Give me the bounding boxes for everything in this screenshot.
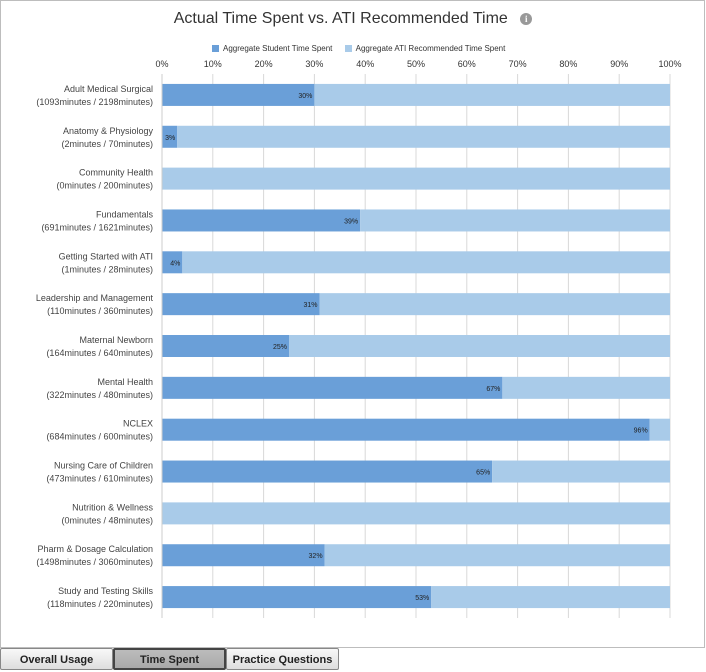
data-label: 30% bbox=[298, 93, 312, 100]
x-tick-label: 30% bbox=[305, 59, 323, 69]
category-label: Fundamentals bbox=[96, 209, 154, 219]
bar-recommended-time bbox=[360, 209, 670, 232]
legend-swatch-student bbox=[212, 45, 219, 52]
category-detail-label: (110minutes / 360minutes) bbox=[47, 306, 153, 316]
data-label: 39% bbox=[344, 218, 358, 225]
category-detail-label: (691minutes / 1621minutes) bbox=[41, 222, 153, 232]
info-icon[interactable]: i bbox=[520, 13, 533, 25]
category-detail-label: (2minutes / 70minutes) bbox=[61, 139, 153, 149]
tab-bar: Overall Usage Time Spent Practice Questi… bbox=[0, 648, 706, 672]
bar-recommended-time bbox=[502, 376, 670, 399]
x-tick-label: 100% bbox=[658, 59, 681, 69]
legend-item-student[interactable]: Aggregate Student Time Spent bbox=[212, 44, 332, 53]
category-detail-label: (0minutes / 200minutes) bbox=[56, 181, 153, 191]
bar-recommended-time bbox=[314, 83, 670, 106]
category-label: Anatomy & Physiology bbox=[63, 126, 154, 136]
bar-recommended-time bbox=[182, 251, 670, 274]
x-tick-label: 0% bbox=[155, 59, 168, 69]
x-tick-label: 90% bbox=[610, 59, 628, 69]
x-tick-label: 80% bbox=[559, 59, 577, 69]
bar-student-time bbox=[162, 335, 289, 357]
bar-student-time bbox=[162, 251, 183, 274]
category-label: Getting Started with ATI bbox=[59, 251, 153, 261]
category-label: Study and Testing Skills bbox=[58, 586, 153, 596]
data-label: 3% bbox=[165, 135, 175, 142]
bar-student-time bbox=[162, 460, 493, 483]
bar-student-time bbox=[162, 293, 320, 316]
category-detail-label: (0minutes / 48minutes) bbox=[61, 515, 153, 525]
tab-practice-questions[interactable]: Practice Questions bbox=[226, 648, 339, 670]
bar-recommended-time bbox=[289, 335, 670, 357]
bar-student-time bbox=[162, 376, 503, 399]
tab-time-spent[interactable]: Time Spent bbox=[113, 648, 226, 670]
category-label: Maternal Newborn bbox=[79, 335, 153, 345]
bar-student-time bbox=[162, 586, 432, 609]
bar-student-time bbox=[162, 418, 650, 441]
category-label: Community Health bbox=[79, 168, 153, 178]
category-detail-label: (473minutes / 610minutes) bbox=[46, 474, 153, 484]
legend-item-recommended[interactable]: Aggregate ATI Recommended Time Spent bbox=[344, 44, 506, 53]
x-tick-label: 70% bbox=[509, 59, 527, 69]
chart-legend: Aggregate Student Time Spent Aggregate A… bbox=[212, 44, 515, 53]
category-detail-label: (118minutes / 220minutes) bbox=[47, 599, 153, 609]
chart-title: Actual Time Spent vs. ATI Recommended Ti… bbox=[173, 10, 508, 27]
data-label: 31% bbox=[303, 302, 317, 309]
category-detail-label: (1498minutes / 3060minutes) bbox=[36, 557, 153, 567]
bar-recommended-time bbox=[162, 167, 670, 190]
bar-recommended-time bbox=[319, 293, 670, 316]
bar-chart: 0% 10% 20% 30% 40% 50% 60% 70% 80% 90% 100% 30% Adul… bbox=[36, 59, 682, 618]
x-tick-label: 50% bbox=[407, 59, 425, 69]
chart-title-row: Actual Time Spent vs. ATI Recommended Ti… bbox=[0, 10, 706, 28]
bar-recommended-time bbox=[177, 125, 671, 148]
data-label: 25% bbox=[273, 344, 287, 351]
x-tick-label: 60% bbox=[458, 59, 476, 69]
chart-panel bbox=[0, 0, 705, 648]
category-label: Mental Health bbox=[97, 377, 153, 387]
bar-student-time bbox=[162, 83, 315, 106]
bar-student-time bbox=[162, 544, 325, 567]
category-detail-label: (684minutes / 600minutes) bbox=[46, 432, 153, 442]
bar-recommended-time bbox=[431, 586, 670, 609]
category-label: Pharm & Dosage Calculation bbox=[37, 544, 153, 554]
bar-recommended-time bbox=[162, 502, 670, 525]
category-detail-label: (322minutes / 480minutes) bbox=[46, 390, 153, 400]
legend-label-student: Aggregate Student Time Spent bbox=[223, 44, 333, 53]
data-label: 53% bbox=[415, 595, 429, 602]
data-label: 65% bbox=[476, 470, 490, 477]
tab-overall-usage[interactable]: Overall Usage bbox=[0, 648, 113, 670]
data-label: 32% bbox=[309, 553, 323, 560]
category-label: Nutrition & Wellness bbox=[72, 502, 153, 512]
category-label: Nursing Care of Children bbox=[54, 461, 153, 471]
category-detail-label: (164minutes / 640minutes) bbox=[46, 348, 153, 358]
x-tick-label: 20% bbox=[255, 59, 273, 69]
bar-recommended-time bbox=[649, 418, 670, 441]
legend-label-recommended: Aggregate ATI Recommended Time Spent bbox=[355, 44, 506, 53]
category-label: Leadership and Management bbox=[36, 293, 154, 303]
category-detail-label: (1minutes / 28minutes) bbox=[61, 264, 153, 274]
legend-swatch-recommended bbox=[344, 45, 352, 52]
data-label: 4% bbox=[170, 260, 180, 267]
data-label: 67% bbox=[486, 386, 500, 393]
category-detail-label: (1093minutes / 2198minutes) bbox=[36, 97, 153, 107]
bar-recommended-time bbox=[324, 544, 670, 567]
bar-student-time bbox=[162, 209, 361, 232]
category-label: NCLEX bbox=[123, 419, 153, 429]
category-label: Adult Medical Surgical bbox=[64, 84, 153, 94]
bar-recommended-time bbox=[492, 460, 670, 483]
bar-student-time bbox=[162, 125, 178, 148]
data-label: 96% bbox=[634, 428, 648, 435]
x-tick-label: 10% bbox=[204, 59, 222, 69]
x-tick-label: 40% bbox=[356, 59, 374, 69]
